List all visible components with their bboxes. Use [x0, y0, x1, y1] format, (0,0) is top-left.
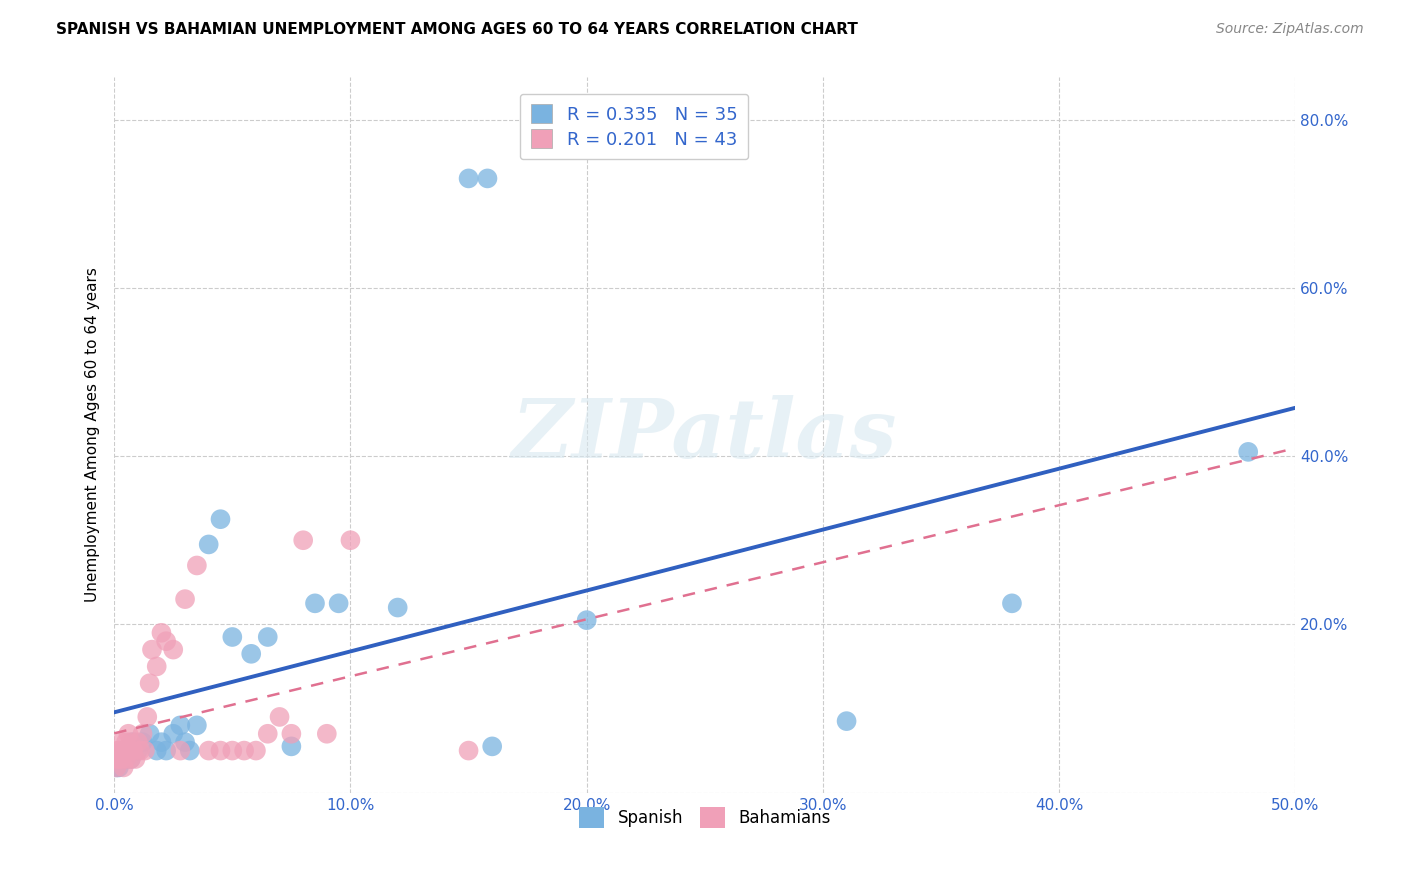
Point	[110, 735, 132, 749]
Y-axis label: Unemployment Among Ages 60 to 64 years: Unemployment Among Ages 60 to 64 years	[86, 268, 100, 602]
Point	[105, 760, 128, 774]
Text: Source: ZipAtlas.com: Source: ZipAtlas.com	[1216, 22, 1364, 37]
Point	[233, 743, 256, 757]
Point	[162, 727, 184, 741]
Point	[138, 676, 160, 690]
Point	[136, 710, 159, 724]
Point	[108, 752, 131, 766]
Point	[221, 743, 243, 757]
Point	[169, 743, 191, 757]
Point	[1001, 596, 1024, 610]
Point	[280, 739, 302, 754]
Point	[129, 743, 152, 757]
Point	[387, 600, 409, 615]
Point	[115, 752, 138, 766]
Point	[477, 171, 499, 186]
Point	[112, 743, 135, 757]
Point	[115, 735, 138, 749]
Point	[221, 630, 243, 644]
Point	[112, 760, 135, 774]
Text: SPANISH VS BAHAMIAN UNEMPLOYMENT AMONG AGES 60 TO 64 YEARS CORRELATION CHART: SPANISH VS BAHAMIAN UNEMPLOYMENT AMONG A…	[56, 22, 858, 37]
Point	[304, 596, 326, 610]
Point	[328, 596, 350, 610]
Point	[120, 752, 142, 766]
Point	[105, 760, 128, 774]
Point	[108, 760, 131, 774]
Point	[108, 743, 131, 757]
Point	[150, 625, 173, 640]
Point	[112, 743, 135, 757]
Point	[1237, 445, 1260, 459]
Point	[127, 735, 149, 749]
Point	[174, 592, 197, 607]
Point	[110, 752, 132, 766]
Point	[339, 533, 361, 548]
Point	[103, 743, 125, 757]
Point	[457, 171, 479, 186]
Point	[110, 752, 132, 766]
Point	[179, 743, 201, 757]
Point	[186, 718, 208, 732]
Point	[117, 727, 139, 741]
Text: ZIPatlas: ZIPatlas	[512, 395, 897, 475]
Point	[240, 647, 263, 661]
Point	[162, 642, 184, 657]
Point	[575, 613, 598, 627]
Point	[145, 659, 167, 673]
Point	[209, 743, 232, 757]
Point	[256, 727, 278, 741]
Point	[127, 743, 149, 757]
Point	[197, 537, 219, 551]
Point	[131, 735, 153, 749]
Point	[209, 512, 232, 526]
Point	[124, 752, 146, 766]
Point	[457, 743, 479, 757]
Point	[155, 743, 177, 757]
Point	[122, 743, 145, 757]
Point	[141, 642, 163, 657]
Point	[105, 752, 128, 766]
Point	[150, 735, 173, 749]
Point	[292, 533, 315, 548]
Legend: Spanish, Bahamians: Spanish, Bahamians	[572, 801, 837, 834]
Point	[256, 630, 278, 644]
Point	[835, 714, 858, 728]
Point	[131, 727, 153, 741]
Point	[145, 743, 167, 757]
Point	[120, 752, 142, 766]
Point	[280, 727, 302, 741]
Point	[269, 710, 291, 724]
Point	[134, 743, 156, 757]
Point	[481, 739, 503, 754]
Point	[120, 735, 142, 749]
Point	[174, 735, 197, 749]
Point	[122, 735, 145, 749]
Point	[197, 743, 219, 757]
Point	[155, 634, 177, 648]
Point	[117, 743, 139, 757]
Point	[117, 743, 139, 757]
Point	[169, 718, 191, 732]
Point	[315, 727, 337, 741]
Point	[186, 558, 208, 573]
Point	[115, 752, 138, 766]
Point	[245, 743, 267, 757]
Point	[138, 727, 160, 741]
